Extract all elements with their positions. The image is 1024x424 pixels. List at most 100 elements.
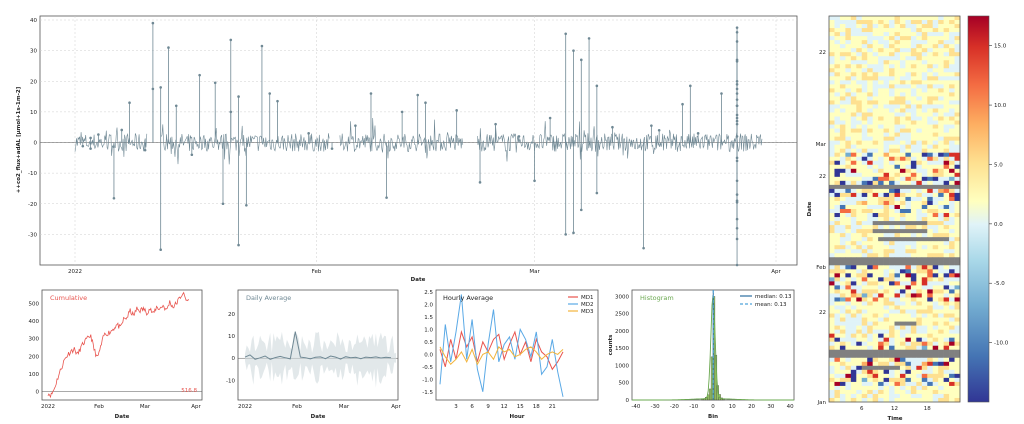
- heatmap-cell: [856, 28, 863, 33]
- heatmap-cell: [927, 337, 934, 342]
- heatmap-cell: [927, 204, 934, 210]
- heatmap-cell: [834, 192, 841, 198]
- heatmap-cell: [949, 397, 955, 403]
- heatmap-cell: [899, 76, 906, 81]
- heatmap-cell: [829, 261, 835, 266]
- heatmap-cell: [943, 261, 950, 266]
- heatmap-cell: [932, 188, 939, 194]
- heatmap-cell: [905, 333, 912, 338]
- main-data-point: [198, 73, 201, 77]
- heatmap-cell: [899, 44, 906, 49]
- heatmap-cell: [889, 229, 895, 234]
- heatmap-cell: [916, 297, 923, 302]
- heatmap-cell: [889, 333, 895, 338]
- heatmap-cell: [894, 52, 901, 57]
- main-data-point: [720, 92, 723, 95]
- heatmap-cell: [883, 281, 890, 286]
- heatmap-cell: [856, 36, 863, 41]
- heatmap-cell: [910, 192, 917, 198]
- heatmap-cell: [889, 289, 895, 294]
- heatmap-cell: [878, 297, 884, 302]
- heatmap-cell: [861, 20, 868, 25]
- heatmap-cell: [921, 76, 928, 81]
- heatmap-cell: [954, 277, 961, 282]
- heatmap-cell: [910, 116, 917, 121]
- heatmap-cell: [867, 289, 873, 294]
- heatmap-cell: [905, 188, 912, 194]
- heatmap-cell: [856, 116, 863, 121]
- heatmap-cell: [927, 285, 934, 290]
- heatmap-cell: [834, 381, 841, 387]
- heatmap-cell: [878, 108, 884, 113]
- heatmap-cell: [921, 132, 928, 137]
- heatmap-cell: [954, 349, 961, 355]
- heatmap-cell: [850, 68, 857, 73]
- heatmap-cell: [839, 136, 846, 141]
- heatmap-cell: [856, 20, 863, 25]
- heatmap-cell: [938, 44, 944, 49]
- heatmap-cell: [938, 28, 944, 33]
- heatmap-cell: [850, 204, 857, 210]
- heatmap-cell: [949, 168, 955, 174]
- heatmap-cell: [856, 140, 863, 145]
- heatmap-cell: [943, 377, 950, 383]
- heatmap-cell: [834, 80, 841, 85]
- heatmap-cell: [878, 265, 884, 270]
- heatmap-cell: [938, 120, 944, 125]
- heatmap-cell: [932, 76, 939, 81]
- heatmap-cell: [949, 301, 955, 306]
- heatmap-cell: [949, 72, 955, 77]
- heatmap-cell: [954, 40, 961, 45]
- heatmap-cell: [916, 84, 923, 89]
- heatmap-cell: [867, 385, 873, 391]
- heatmap-cell: [867, 40, 873, 45]
- heatmap-cell: [861, 269, 868, 274]
- heatmap-cell: [932, 245, 939, 250]
- heatmap-cell: [883, 104, 890, 109]
- heatmap-cell: [910, 188, 917, 194]
- heatmap-cell: [916, 345, 923, 351]
- heatmap-cell: [829, 184, 835, 190]
- cumulative-y-tick: 300: [29, 337, 40, 343]
- heatmap-cell: [834, 100, 841, 105]
- heatmap-cell: [905, 184, 912, 190]
- heatmap-cell: [949, 321, 955, 326]
- heatmap-cell: [867, 92, 873, 97]
- heatmap-cell: [856, 32, 863, 37]
- heatmap-cell: [889, 377, 895, 383]
- heatmap-cell: [829, 369, 835, 375]
- heatmap-cell: [899, 233, 906, 238]
- heatmap-cell: [921, 353, 928, 359]
- heatmap-cell: [829, 36, 835, 41]
- heatmap-cell: [872, 164, 879, 170]
- heatmap-cell: [927, 64, 934, 69]
- heatmap-cell: [861, 100, 868, 105]
- heatmap-cell: [949, 393, 955, 399]
- heatmap-cell: [905, 100, 912, 105]
- heatmap-cell: [856, 257, 863, 262]
- heatmap-cell: [954, 16, 961, 21]
- hourly-x-tick: 6: [470, 404, 474, 410]
- heatmap-cell: [839, 249, 846, 254]
- heatmap-cell: [949, 213, 955, 218]
- heatmap-cell: [899, 136, 906, 141]
- heatmap-cell: [861, 88, 868, 93]
- heatmap-cell: [899, 321, 906, 326]
- heatmap-cell: [850, 164, 857, 170]
- heatmap-cell: [856, 144, 863, 149]
- heatmap-cell: [938, 32, 944, 37]
- main-y-tick: 40: [30, 18, 37, 24]
- heatmap-cell: [921, 128, 928, 133]
- heatmap-cell: [927, 36, 934, 41]
- heatmap-cell: [916, 281, 923, 286]
- heatmap-cell: [916, 257, 923, 262]
- heatmap-cell: [889, 88, 895, 93]
- heatmap-cell: [899, 112, 906, 117]
- heatmap-cell: [845, 397, 852, 403]
- heatmap-cell: [856, 52, 863, 57]
- heatmap-cell: [910, 257, 917, 262]
- heatmap-cell: [894, 389, 901, 395]
- heatmap-cell: [829, 116, 835, 121]
- heatmap-cell: [834, 217, 841, 222]
- heatmap-cell: [954, 192, 961, 198]
